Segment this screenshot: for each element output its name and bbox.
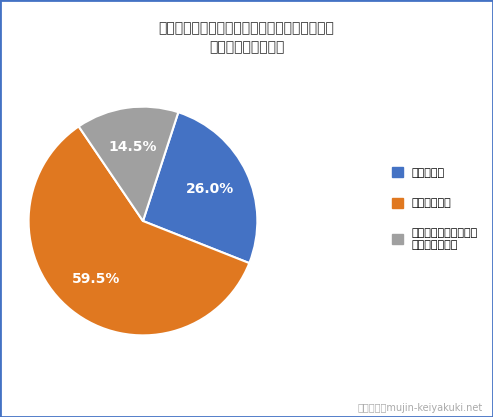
Wedge shape <box>29 126 249 335</box>
Text: 「原状回復をめぐるトラブルとガイドライン」
を知っていましたか: 「原状回復をめぐるトラブルとガイドライン」 を知っていましたか <box>159 21 334 54</box>
Text: 14.5%: 14.5% <box>108 141 157 154</box>
Text: 26.0%: 26.0% <box>186 182 234 196</box>
Legend: 知っていた, 知らなかった, 当時は知らなかったが
今は知っている: 知っていた, 知らなかった, 当時は知らなかったが 今は知っている <box>387 163 483 254</box>
Wedge shape <box>79 107 178 221</box>
Text: アトムくんmujin-keiyakuki.net: アトムくんmujin-keiyakuki.net <box>358 403 483 413</box>
Wedge shape <box>143 112 257 263</box>
Text: 59.5%: 59.5% <box>72 272 121 286</box>
